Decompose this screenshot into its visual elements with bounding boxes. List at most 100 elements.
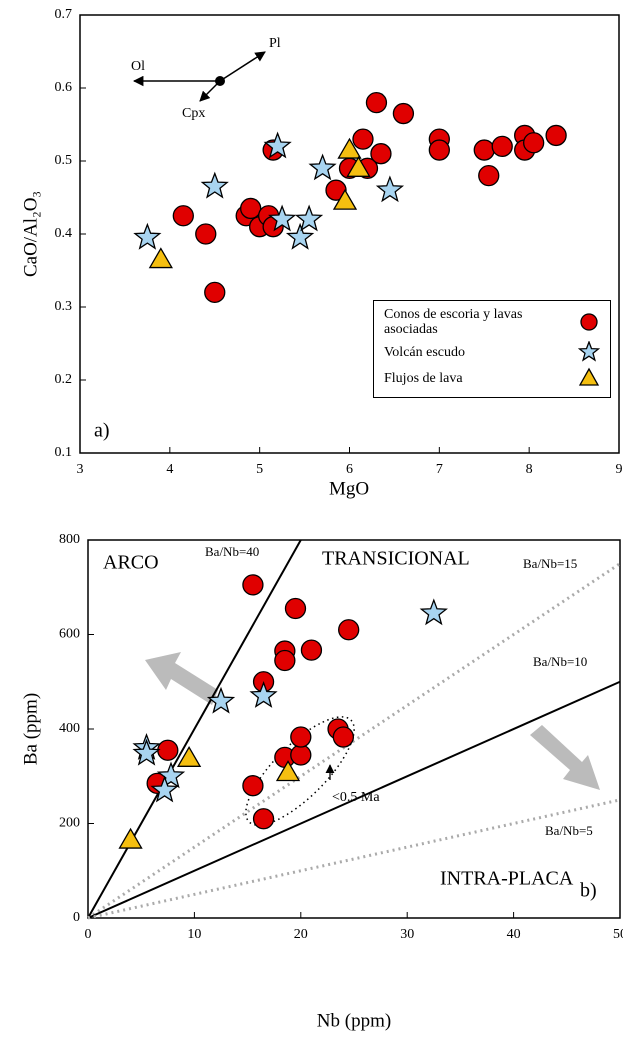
reference-label: Ba/Nb=15 <box>523 556 577 571</box>
point <box>240 197 262 220</box>
legend-label: Flujos de lava <box>384 370 463 386</box>
point <box>148 247 173 269</box>
y-tick-label: 200 <box>59 816 80 831</box>
point <box>157 739 179 761</box>
y-tick-label: 0.3 <box>55 299 73 314</box>
point <box>419 598 448 626</box>
y-tick-label: 800 <box>59 532 80 547</box>
x-tick-label: 8 <box>526 462 533 477</box>
point <box>294 204 324 232</box>
point <box>365 91 388 114</box>
point <box>392 102 415 125</box>
point <box>195 223 217 245</box>
x-tick-label: 10 <box>187 927 201 942</box>
point <box>332 188 358 210</box>
mineral-vectors <box>132 51 266 102</box>
point <box>478 164 500 187</box>
x-tick-label: 5 <box>256 462 263 477</box>
legend-swatch <box>578 341 600 362</box>
x-tick-label: 50 <box>613 927 623 942</box>
point <box>156 761 186 789</box>
legend-swatch <box>578 367 600 386</box>
x-axis-title: MgO <box>329 478 369 499</box>
y-tick-label: 0.6 <box>55 80 73 95</box>
annotation: Pl <box>269 36 281 51</box>
x-tick-label: 7 <box>436 462 443 477</box>
reference-label: Ba/Nb=5 <box>545 823 593 838</box>
point <box>249 681 278 708</box>
point <box>242 574 264 596</box>
point <box>375 175 405 203</box>
point <box>200 171 229 199</box>
y-tick-label: 0.4 <box>55 226 73 241</box>
reference-line <box>87 539 302 919</box>
legend-marker <box>578 367 600 386</box>
point <box>491 135 513 158</box>
y-tick-label: 0.1 <box>55 445 73 460</box>
x-tick-label: 4 <box>166 462 173 477</box>
point <box>523 132 545 154</box>
point <box>275 760 301 782</box>
point <box>545 124 567 147</box>
x-tick-label: 0 <box>85 927 92 942</box>
point <box>352 128 374 150</box>
x-tick-label: 3 <box>77 462 84 477</box>
reference-label: Ba/Nb=10 <box>533 654 587 669</box>
reference-line <box>87 562 621 920</box>
annotation: Cpx <box>182 106 205 121</box>
x-axis-title: Nb (ppm) <box>317 1010 391 1031</box>
annotation: b) <box>580 880 597 902</box>
trend-arrows <box>145 652 600 790</box>
point <box>242 775 264 797</box>
x-tick-label: 20 <box>294 927 308 942</box>
y-tick-label: 0.2 <box>55 372 73 387</box>
legend-label: Volcán escudo <box>384 344 465 360</box>
x-tick-label: 40 <box>507 927 521 942</box>
point <box>308 153 337 181</box>
legend-swatch <box>580 313 598 331</box>
x-tick-label: 30 <box>400 927 414 942</box>
point <box>263 131 292 159</box>
point <box>118 827 143 849</box>
annotation: TRANSICIONAL <box>322 548 470 570</box>
point <box>274 649 296 672</box>
legend-marker <box>580 313 598 331</box>
annotation: INTRA-PLACA <box>440 868 574 890</box>
point <box>206 686 236 714</box>
point <box>284 597 307 620</box>
y-axis-title: Ba (ppm) <box>20 693 41 765</box>
legend-item: Conos de escoria y lavas asociadas <box>384 307 600 337</box>
point <box>325 179 347 201</box>
y-axis-title: CaO/Al₂O₃ <box>20 191 41 277</box>
point <box>290 726 312 748</box>
point <box>337 137 362 159</box>
x-tick-label: 6 <box>346 462 353 477</box>
legend-item: Flujos de lava <box>384 367 600 389</box>
point <box>285 222 315 250</box>
point <box>150 775 179 803</box>
point <box>473 139 495 161</box>
vector-origin <box>215 76 225 86</box>
y-tick-label: 0.5 <box>55 153 73 168</box>
y-tick-label: 600 <box>59 627 80 642</box>
point <box>133 222 162 250</box>
reference-line <box>87 680 621 919</box>
point <box>204 281 226 304</box>
point <box>268 204 297 232</box>
legend-marker <box>578 341 600 362</box>
annotation: a) <box>94 420 110 442</box>
annotation: ARCO <box>103 552 159 574</box>
point <box>300 639 323 661</box>
legend: Conos de escoria y lavas asociadas Volcá… <box>373 300 611 398</box>
point <box>428 139 450 161</box>
legend-item: Volcán escudo <box>384 341 600 363</box>
annotation: Ol <box>131 59 145 74</box>
point <box>338 619 360 641</box>
y-tick-label: 400 <box>59 721 80 736</box>
x-tick-label: 9 <box>616 462 623 477</box>
reference-line <box>87 798 621 920</box>
point <box>172 205 194 227</box>
young-group <box>245 716 355 826</box>
